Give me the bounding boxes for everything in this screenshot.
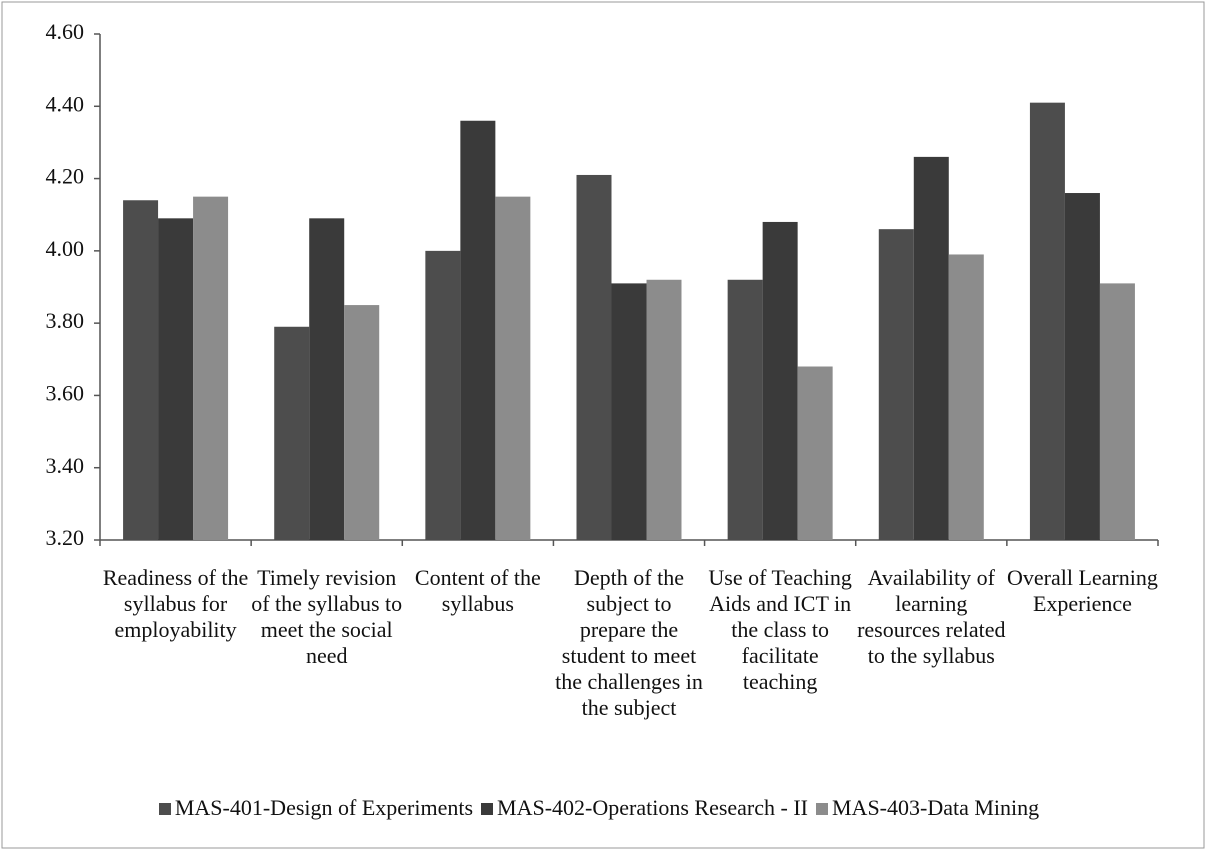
bar <box>123 200 159 540</box>
y-tick-label: 4.40 <box>46 91 85 116</box>
x-tick-label: Availability of learning resources relat… <box>857 565 1006 668</box>
bar <box>274 326 310 540</box>
bar <box>797 366 833 540</box>
bar <box>878 229 914 540</box>
legend-swatch <box>816 803 828 815</box>
legend-swatch <box>158 803 171 815</box>
bar <box>576 174 612 540</box>
bar <box>611 283 647 540</box>
bar <box>1064 193 1100 540</box>
bar <box>1029 102 1065 541</box>
y-tick-label: 3.40 <box>46 453 85 478</box>
bar <box>913 156 949 540</box>
y-tick-label: 3.80 <box>46 308 85 333</box>
y-tick-label: 3.20 <box>46 525 85 550</box>
legend: MAS-401-Design of Experiments MAS-402-Ope… <box>0 795 1206 821</box>
legend-label: MAS-401-Design of Experiments <box>174 795 474 820</box>
legend-swatch <box>481 803 494 815</box>
y-tick-label: 4.20 <box>46 164 85 189</box>
bar <box>460 120 496 540</box>
bar <box>309 218 345 541</box>
bar <box>762 221 798 540</box>
bar <box>727 279 763 540</box>
x-tick-label: Content of the syllabus <box>414 565 541 616</box>
legend-item: MAS-403-Data Mining <box>816 795 1039 820</box>
legend-label: MAS-403-Data Mining <box>832 795 1040 820</box>
bar <box>425 250 461 540</box>
x-tick-label: Depth of the subject to prepare the stud… <box>555 565 703 720</box>
x-tick-label: Timely revision of the syllabus to meet … <box>251 565 403 668</box>
bar <box>193 196 229 540</box>
bar <box>948 254 984 540</box>
legend-item: MAS-401-Design of Experiments <box>158 795 474 820</box>
y-tick-label: 4.60 <box>46 19 85 44</box>
bar <box>344 305 380 540</box>
bar <box>646 279 682 540</box>
x-tick-label: Use of Teaching Aids and ICT in the clas… <box>708 565 852 694</box>
x-tick-label: Overall Learning Experience <box>1006 565 1158 616</box>
y-tick-label: 3.60 <box>46 380 85 405</box>
bar <box>158 218 194 541</box>
y-tick-label: 4.00 <box>46 236 85 261</box>
x-tick-label: Readiness of the syllabus for employabil… <box>102 565 249 642</box>
bar <box>495 196 531 540</box>
legend-item: MAS-402-Operations Research - II <box>481 795 808 820</box>
bar <box>1099 283 1135 540</box>
legend-label: MAS-402-Operations Research - II <box>497 795 808 820</box>
